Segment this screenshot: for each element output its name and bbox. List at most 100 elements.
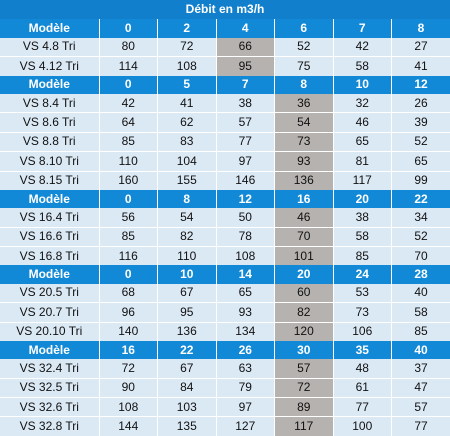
pressure-value-cell: 36 [274,93,333,113]
model-column-header: Modèle [0,75,99,94]
model-column-header: Modèle [0,265,99,284]
model-name-cell: VS 4.8 Tri [0,37,99,57]
model-name-cell: VS 8.6 Tri [0,112,99,133]
flow-rate-header: 8 [391,19,450,38]
pressure-value-cell: 77 [215,131,275,152]
pressure-value-cell: 64 [98,112,158,133]
model-name-cell: VS 4.12 Tri [0,56,99,76]
model-name-cell: VS 32.4 Tri [0,359,99,379]
model-name-cell: VS 32.5 Tri [0,377,99,398]
pressure-value-cell: 46 [332,112,392,133]
table-row: VS 4.12 Tri 114 108 95 75 58 41 [0,56,450,76]
flow-rate-header: 16 [98,340,158,360]
section-header-row: Modèle 0 2 4 6 7 8 [0,19,450,38]
flow-rate-header: 7 [332,19,392,38]
pressure-value-cell: 67 [157,359,216,379]
flow-rate-header: 2 [157,19,216,38]
pressure-value-cell: 67 [157,283,216,303]
flow-rate-header: 0 [98,265,158,284]
pressure-value-cell: 56 [98,208,158,228]
flow-rate-header: 0 [98,19,158,38]
pressure-value-cell: 77 [391,416,450,436]
flow-rate-header: 40 [391,340,450,360]
pressure-value-cell: 70 [274,226,333,247]
pressure-value-cell: 85 [98,131,158,152]
pressure-value-cell: 42 [98,93,158,113]
flow-rate-header: 30 [274,340,333,360]
pressure-value-cell: 41 [157,93,216,113]
flow-rate-header: 24 [332,265,392,284]
flow-rate-header: 7 [215,75,275,94]
table-row: VS 32.4 Tri 72 67 63 57 48 37 [0,359,450,379]
pressure-value-cell: 80 [98,37,158,57]
flow-rate-header: 0 [98,189,158,209]
table-row: VS 16.6 Tri 85 82 78 70 58 52 [0,226,450,247]
pressure-value-cell: 79 [215,377,275,398]
pressure-value-cell: 84 [157,377,216,398]
pressure-value-cell: 108 [98,397,158,417]
pressure-value-cell: 101 [274,246,333,266]
pressure-value-cell: 40 [391,283,450,303]
pressure-value-cell: 42 [332,37,392,57]
table-row: VS 32.8 Tri 144 135 127 117 100 77 [0,416,450,436]
pressure-value-cell: 73 [332,302,392,323]
flow-rate-header: 4 [215,19,275,38]
pressure-value-cell: 146 [215,170,275,190]
pressure-value-cell: 104 [157,151,216,171]
pressure-value-cell: 46 [274,208,333,228]
model-name-cell: VS 16.8 Tri [0,246,99,266]
pressure-value-cell: 54 [274,112,333,133]
flow-rate-header: 16 [274,189,333,209]
table-title: Débit en m3/h [0,0,450,20]
flow-rate-header: 10 [332,75,392,94]
flow-rate-header: 0 [98,75,158,94]
flow-rate-header: 12 [391,75,450,94]
flow-rate-header: 20 [332,189,392,209]
pressure-value-cell: 68 [98,283,158,303]
pressure-value-cell: 62 [157,112,216,133]
pressure-value-cell: 114 [98,56,158,76]
pressure-value-cell: 160 [98,170,158,190]
pressure-value-cell: 93 [274,151,333,171]
pressure-value-cell: 72 [274,377,333,398]
pressure-value-cell: 135 [157,416,216,436]
pressure-value-cell: 38 [332,208,392,228]
model-name-cell: VS 16.4 Tri [0,208,99,228]
model-name-cell: VS 8.15 Tri [0,170,99,190]
model-column-header: Modèle [0,19,99,38]
pressure-value-cell: 60 [274,283,333,303]
model-name-cell: VS 20.10 Tri [0,321,99,341]
pressure-value-cell: 97 [215,397,275,417]
table-title-row: Débit en m3/h [0,0,450,20]
pressure-value-cell: 89 [274,397,333,417]
pressure-value-cell: 96 [98,302,158,323]
pressure-value-cell: 116 [98,246,158,266]
pressure-value-cell: 52 [391,226,450,247]
table-row: VS 4.8 Tri 80 72 66 52 42 27 [0,37,450,57]
pressure-value-cell: 26 [391,93,450,113]
model-name-cell: VS 8.10 Tri [0,151,99,171]
model-name-cell: VS 16.6 Tri [0,226,99,247]
pressure-value-cell: 82 [274,302,333,323]
pressure-value-cell: 99 [391,170,450,190]
flow-rate-header: 10 [157,265,216,284]
pressure-value-cell: 108 [215,246,275,266]
pressure-value-cell: 136 [157,321,216,341]
pressure-value-cell: 95 [215,56,275,76]
pressure-value-cell: 47 [391,377,450,398]
pressure-value-cell: 85 [391,321,450,341]
pressure-value-cell: 65 [332,131,392,152]
flow-rate-header: 22 [157,340,216,360]
pressure-value-cell: 127 [215,416,275,436]
pressure-value-cell: 82 [157,226,216,247]
pressure-value-cell: 95 [157,302,216,323]
model-column-header: Modèle [0,189,99,209]
pressure-value-cell: 48 [332,359,392,379]
pressure-value-cell: 136 [274,170,333,190]
table-row: VS 32.6 Tri 108 103 97 89 77 57 [0,397,450,417]
pressure-value-cell: 34 [391,208,450,228]
model-name-cell: VS 20.7 Tri [0,302,99,323]
pressure-value-cell: 90 [98,377,158,398]
section-header-row: Modèle 0 10 14 20 24 28 [0,265,450,284]
pressure-value-cell: 63 [215,359,275,379]
